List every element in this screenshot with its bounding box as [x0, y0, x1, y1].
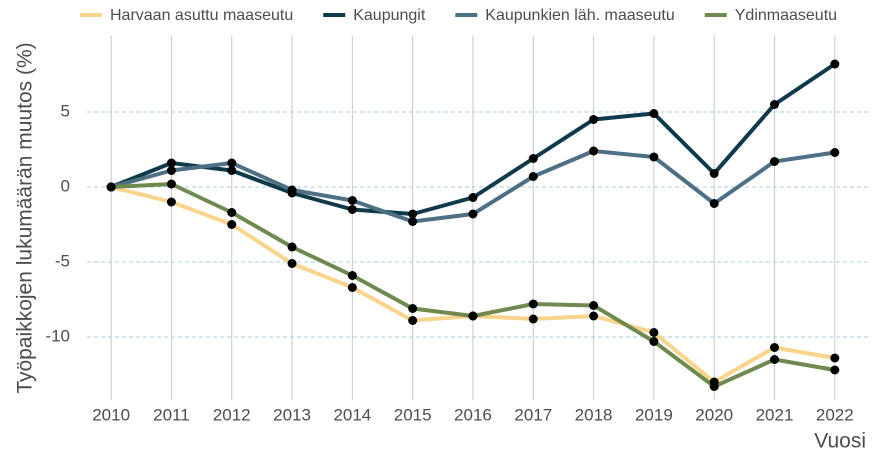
- data-point: [347, 196, 357, 205]
- x-tick-label: 2018: [575, 405, 613, 424]
- data-point: [830, 353, 840, 363]
- data-point: [528, 154, 538, 163]
- data-point: [468, 209, 478, 219]
- data-point: [468, 311, 478, 321]
- data-point: [528, 314, 538, 324]
- legend-label: Ydinmaaseutu: [735, 7, 837, 24]
- data-point: [287, 259, 297, 268]
- data-point: [408, 209, 418, 219]
- data-point: [166, 158, 176, 168]
- x-tick-label: 2014: [333, 405, 371, 424]
- data-point: [709, 169, 719, 178]
- x-tick-label: 2022: [816, 405, 854, 424]
- data-point: [408, 316, 418, 325]
- data-point: [347, 205, 357, 214]
- data-point: [227, 158, 237, 168]
- data-point: [770, 343, 780, 352]
- data-point: [830, 365, 840, 375]
- data-point: [770, 355, 780, 364]
- x-tick-label: 2011: [153, 405, 190, 424]
- data-point: [649, 328, 659, 337]
- x-tick-label: 2016: [454, 405, 492, 424]
- x-tick-label: 2020: [695, 405, 733, 424]
- y-tick-label: 5: [61, 101, 70, 120]
- data-point: [589, 311, 599, 321]
- data-point: [830, 148, 840, 157]
- data-point: [468, 193, 478, 202]
- data-point: [528, 172, 538, 181]
- data-point: [166, 197, 176, 207]
- data-point: [106, 182, 116, 192]
- legend-label: Kaupunkien läh. maaseutu: [485, 7, 674, 24]
- x-tick-label: 2021: [756, 405, 794, 424]
- data-point: [347, 283, 357, 292]
- y-axis-label: Työpaikkojen lukumäärän muutos (%): [14, 42, 37, 393]
- data-point: [227, 220, 237, 229]
- x-tick-label: 2019: [635, 405, 673, 424]
- legend-label: Harvaan asuttu maaseutu: [110, 7, 293, 24]
- data-point: [227, 166, 237, 175]
- x-tick-label: 2017: [514, 405, 552, 424]
- data-point: [709, 199, 719, 208]
- data-point: [166, 166, 176, 175]
- data-point: [347, 271, 357, 280]
- data-point: [227, 208, 237, 217]
- data-point: [589, 301, 599, 310]
- data-point: [770, 100, 780, 109]
- data-point: [830, 59, 840, 69]
- x-axis-label: Vuosi: [814, 430, 866, 453]
- data-point: [649, 337, 659, 346]
- legend-label: Kaupungit: [353, 7, 426, 24]
- data-point: [287, 185, 297, 195]
- y-tick-label: 0: [61, 176, 70, 195]
- data-point: [589, 115, 599, 124]
- data-point: [166, 179, 176, 189]
- x-tick-label: 2010: [92, 405, 130, 424]
- data-point: [649, 152, 659, 162]
- data-point: [589, 146, 599, 156]
- data-point: [528, 299, 538, 309]
- data-point: [649, 109, 659, 118]
- y-tick-label: -5: [55, 251, 70, 270]
- x-tick-label: 2013: [273, 405, 311, 424]
- data-point: [408, 304, 418, 313]
- data-point: [770, 157, 780, 166]
- data-point: [287, 242, 297, 252]
- x-tick-label: 2015: [394, 405, 432, 424]
- x-tick-label: 2012: [213, 405, 251, 424]
- data-point: [408, 217, 418, 226]
- y-tick-label: -10: [45, 326, 70, 345]
- data-point: [709, 382, 719, 391]
